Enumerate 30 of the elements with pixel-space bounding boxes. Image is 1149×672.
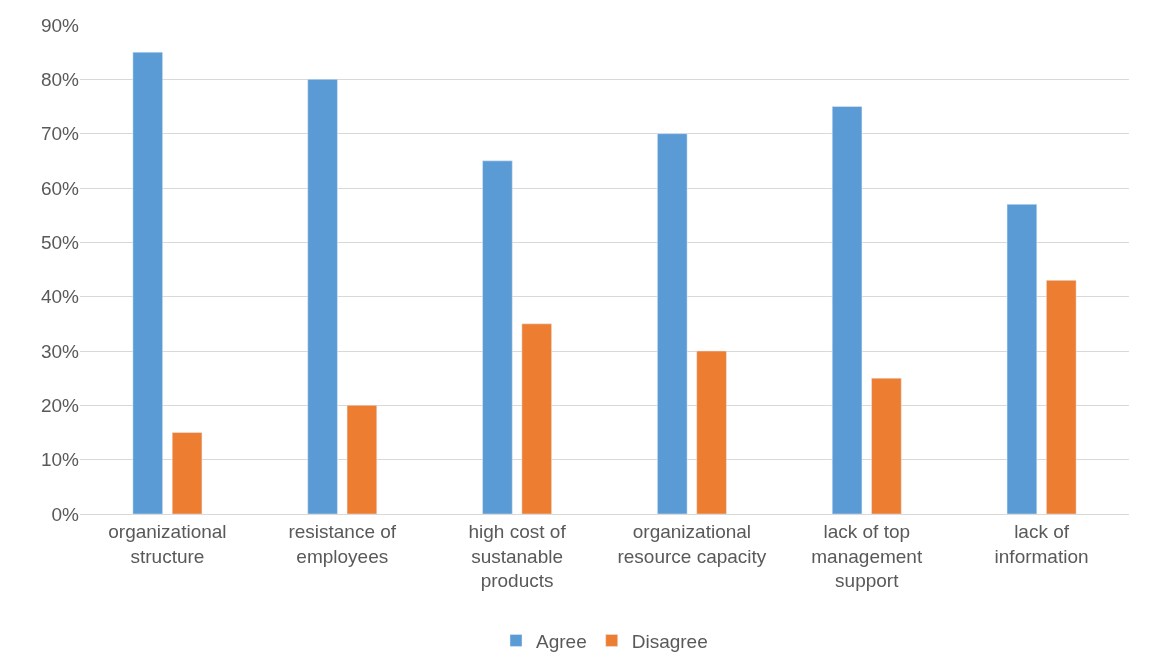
- x-tick-label: lack of top management support: [811, 520, 923, 592]
- x-tick-label: high cost of sustanable products: [468, 520, 567, 592]
- x-tick-label: organizational resource capacity: [617, 520, 767, 567]
- bar: [1006, 204, 1038, 514]
- x-tick-label: lack of information: [994, 520, 1089, 567]
- y-tick-label: 20%: [40, 394, 80, 416]
- bar: [132, 51, 163, 514]
- y-tick-label: 80%: [40, 68, 80, 90]
- y-tick-label: 70%: [40, 123, 80, 145]
- bar: [696, 350, 727, 514]
- bar: [871, 377, 902, 514]
- bar: [521, 323, 552, 514]
- y-tick-label: 0%: [51, 503, 80, 525]
- bar: [307, 79, 338, 514]
- y-tick-label: 50%: [40, 231, 80, 253]
- bar: [831, 106, 863, 514]
- y-tick-label: 30%: [40, 340, 80, 362]
- y-tick-label: 90%: [40, 14, 80, 36]
- legend-label: Disagree: [631, 630, 708, 652]
- x-tick-label: resistance of employees: [288, 520, 397, 567]
- y-tick-label: 10%: [40, 449, 80, 471]
- bar: [346, 405, 378, 514]
- y-tick-label: 40%: [40, 286, 80, 308]
- x-tick-label: organizational structure: [108, 520, 227, 567]
- bar: [1046, 280, 1077, 514]
- bar: [171, 432, 203, 514]
- bar: [657, 133, 688, 514]
- y-tick-label: 60%: [40, 177, 80, 199]
- bar: [482, 160, 513, 514]
- legend-label: Agree: [536, 630, 587, 652]
